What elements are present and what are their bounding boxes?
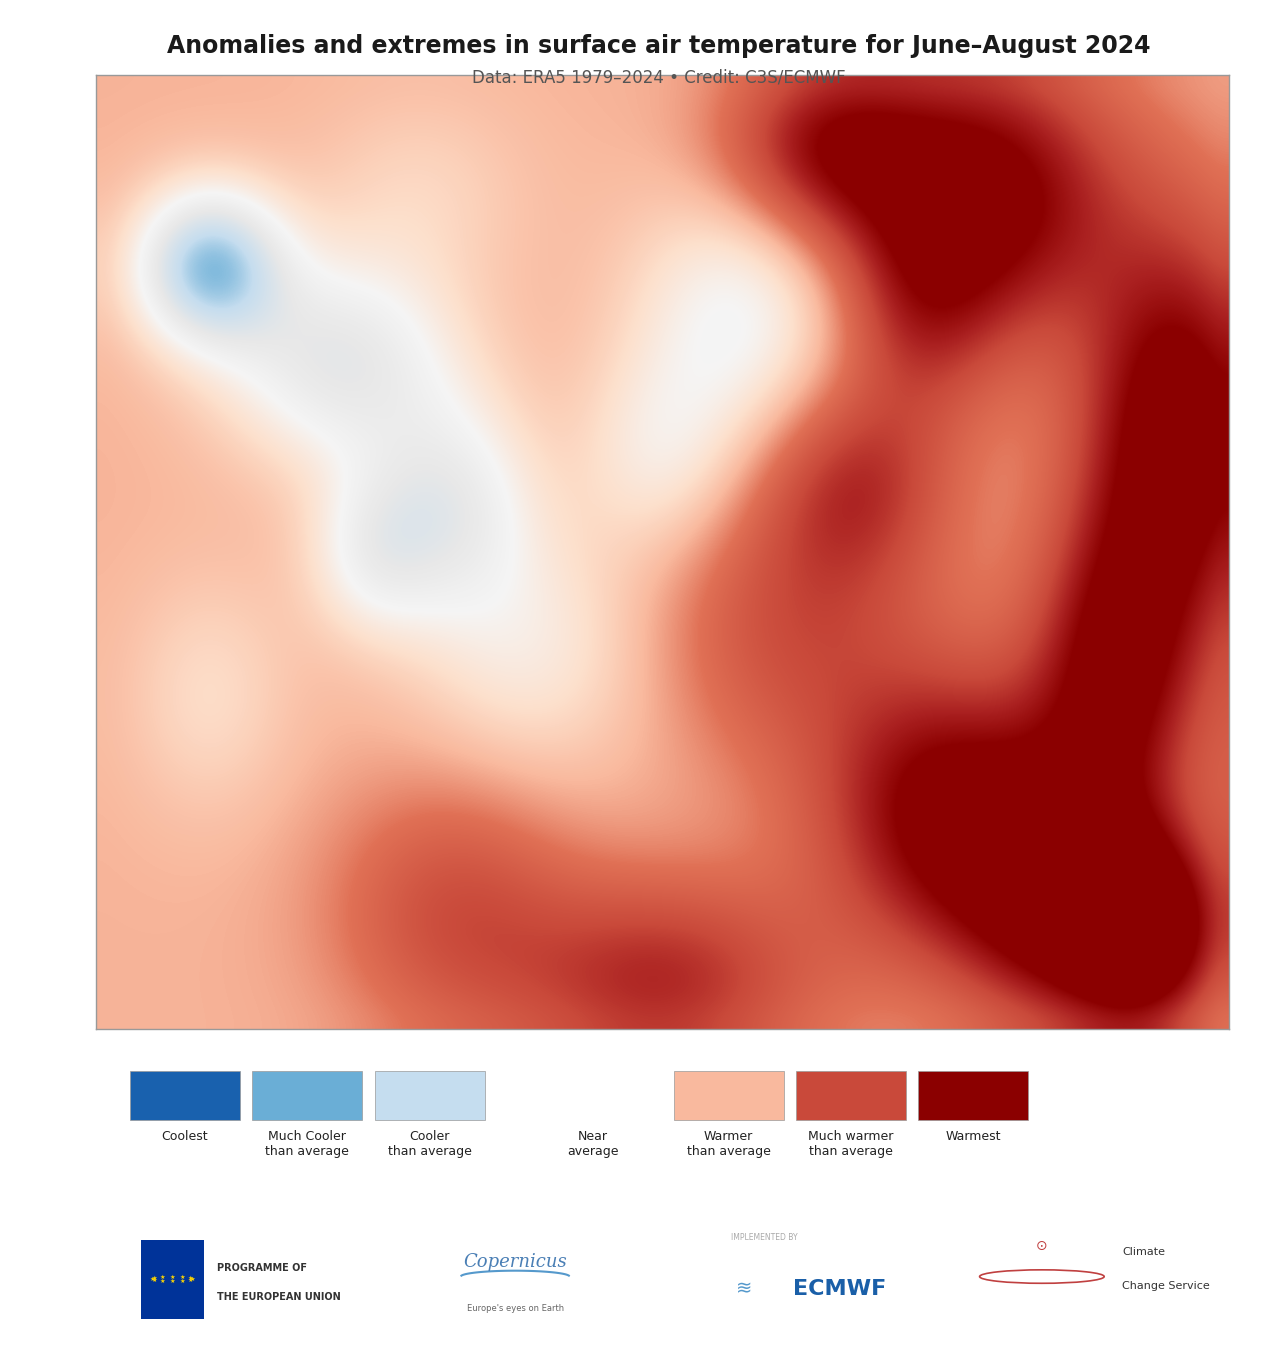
Text: ★: ★ — [150, 1277, 155, 1281]
Bar — [796, 1072, 906, 1120]
Text: ⊙: ⊙ — [1036, 1239, 1048, 1253]
Text: ★: ★ — [160, 1279, 165, 1284]
Bar — [673, 1072, 783, 1120]
Text: ★: ★ — [180, 1279, 186, 1284]
Text: ★: ★ — [152, 1276, 157, 1281]
Text: ★: ★ — [187, 1276, 193, 1281]
Text: Data: ERA5 1979–2024 • Credit: C3S/ECMWF: Data: ERA5 1979–2024 • Credit: C3S/ECMWF — [472, 69, 846, 86]
Text: Much warmer
than average: Much warmer than average — [809, 1129, 893, 1158]
Text: ★: ★ — [170, 1275, 175, 1280]
Text: Cooler
than average: Cooler than average — [388, 1129, 471, 1158]
Text: Climate: Climate — [1123, 1247, 1165, 1257]
Bar — [375, 1072, 485, 1120]
Bar — [141, 1240, 204, 1320]
Text: Change Service: Change Service — [1123, 1281, 1210, 1291]
Text: ★: ★ — [189, 1277, 196, 1281]
Text: THE EUROPEAN UNION: THE EUROPEAN UNION — [218, 1292, 340, 1302]
Text: Warmer
than average: Warmer than average — [687, 1129, 771, 1158]
Bar — [252, 1072, 362, 1120]
Text: ★: ★ — [160, 1275, 165, 1280]
Bar — [131, 1072, 239, 1120]
Text: Copernicus: Copernicus — [463, 1253, 567, 1270]
Text: Much Cooler
than average: Much Cooler than average — [265, 1129, 349, 1158]
Bar — [919, 1072, 1028, 1120]
Text: Warmest: Warmest — [946, 1129, 1001, 1143]
Text: Europe's eyes on Earth: Europe's eyes on Earth — [467, 1303, 563, 1313]
Text: ECMWF: ECMWF — [792, 1279, 886, 1299]
Text: Coolest: Coolest — [161, 1129, 209, 1143]
Text: Anomalies and extremes in surface air temperature for June–August 2024: Anomalies and extremes in surface air te… — [168, 34, 1151, 58]
Text: IMPLEMENTED BY: IMPLEMENTED BY — [731, 1233, 797, 1242]
Text: ★: ★ — [152, 1279, 157, 1283]
Text: PROGRAMME OF: PROGRAMME OF — [218, 1262, 307, 1273]
Text: ≋: ≋ — [736, 1279, 753, 1298]
Text: ★: ★ — [170, 1279, 175, 1284]
Text: ★: ★ — [180, 1275, 186, 1280]
Text: Near
average: Near average — [567, 1129, 618, 1158]
Text: ★: ★ — [187, 1279, 193, 1283]
